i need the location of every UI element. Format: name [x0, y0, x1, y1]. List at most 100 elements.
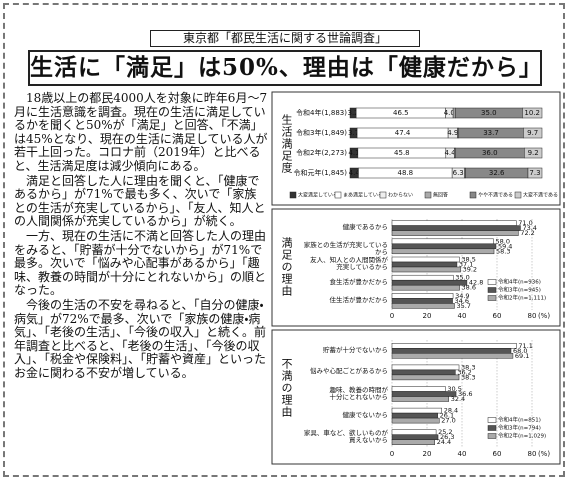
bar	[391, 243, 497, 250]
value-label: 34.6	[455, 297, 469, 305]
bar	[391, 225, 521, 231]
legend-swatch	[487, 425, 497, 431]
legend-label: 令和2年(n=1,029)	[498, 432, 546, 440]
x-tick-label: 80	[528, 450, 537, 458]
bar	[391, 248, 495, 255]
bar	[391, 293, 454, 299]
value-label: 26.1	[440, 412, 454, 420]
legend-swatch	[487, 295, 497, 301]
bar	[391, 412, 438, 419]
value-label: 32.4	[451, 395, 465, 403]
legend-label: 令和3年(n=794)	[498, 424, 541, 432]
legend-label: 大変不満である	[523, 192, 558, 199]
value-label: 58.0	[496, 237, 510, 245]
x-tick-label: 80	[528, 312, 537, 320]
bar	[391, 230, 519, 236]
value-label: 58.3	[496, 247, 510, 255]
value-label: 3.2	[348, 109, 359, 117]
category-label: 悩みや心配ごとがあるから	[310, 367, 388, 376]
category-label: 住生活が豊かだから	[329, 295, 389, 304]
value-label: 38.6	[462, 284, 476, 292]
bar-segment	[527, 167, 543, 179]
bar	[391, 303, 455, 309]
x-tick-label: 20	[423, 312, 432, 320]
headline: 生活に「満足」は50%、理由は「健康だから」	[28, 50, 542, 86]
bar	[391, 407, 442, 414]
x-tick-label: 60	[493, 312, 502, 320]
bar	[391, 429, 437, 435]
value-label: 35.0	[481, 109, 497, 117]
value-label: 71.1	[518, 342, 532, 350]
header-label: 東京都「都民生活に関する世論調査」	[150, 30, 420, 47]
category-label: 健康でないから	[342, 410, 389, 419]
legend-label: わからない	[388, 192, 413, 199]
paragraph: 今後の生活の不安を尋ねると、「自分の健康・病気」が72%で最多、次いで「家族の健…	[14, 297, 267, 380]
value-label: 72.2	[520, 229, 534, 237]
value-label: 24.4	[437, 438, 451, 446]
legend-swatch	[334, 191, 342, 199]
legend-label: 大変満足している	[298, 192, 338, 199]
bar	[391, 369, 456, 376]
bar	[391, 434, 439, 440]
value-label: 35.7	[456, 302, 470, 310]
bar	[391, 266, 461, 273]
bar	[391, 386, 446, 392]
value-label: 36.0	[482, 149, 498, 157]
legend-swatch	[289, 191, 297, 199]
bar	[391, 274, 454, 281]
bar	[391, 238, 494, 245]
paragraph: 一方、現在の生活に不満と回答した人の理由をみると、「貯蓄が十分でないから」が71…	[14, 228, 267, 298]
category-label: 趣味、教養の時間が 十分にとれないから	[329, 385, 389, 401]
legend-label: 令和4年(n=851)	[498, 416, 541, 424]
legend-swatch	[424, 191, 432, 199]
frame	[3, 3, 565, 477]
legend-swatch	[514, 191, 522, 199]
value-label: 34.9	[455, 292, 469, 300]
category-label: 家具、車など、欲しいものが 買えないから	[303, 428, 388, 444]
value-label: 37.1	[459, 261, 473, 269]
value-label: 42.8	[469, 279, 483, 287]
paragraph: 18歳以上の都民4000人を対象に昨年6月〜7月に生活意識を調査。現在の生活に満…	[14, 91, 268, 173]
chart-title: 生活満足度	[280, 114, 293, 174]
value-label: 4.4	[349, 169, 361, 177]
bar-segment	[524, 147, 543, 159]
paragraph: 満足と回答した人に理由を聞くと、「健康であるから」が71%で最も多く、次いで「家…	[14, 173, 266, 229]
row-label: 令和4年(1,883)	[296, 108, 347, 117]
value-label: 10.2	[524, 109, 540, 117]
value-label: 38.5	[461, 256, 475, 264]
value-label: 30.5	[447, 385, 461, 393]
value-label: 36.2	[457, 368, 471, 376]
bar	[391, 353, 514, 359]
value-label: 46.5	[393, 109, 409, 117]
category-label: 健康であるから	[342, 223, 388, 232]
value-label: 71.0	[518, 219, 532, 227]
bar	[391, 256, 460, 263]
legend-label: やや不満である	[478, 192, 513, 199]
legend-label: 令和2年(n=1,111)	[498, 294, 546, 302]
axis-unit: (%)	[538, 312, 550, 320]
legend-swatch	[469, 191, 477, 199]
value-label: 4.4	[444, 149, 456, 157]
value-label: 47.4	[395, 129, 411, 137]
value-label: 27.0	[441, 417, 455, 425]
value-label: 25.2	[438, 428, 452, 436]
chart-frame	[271, 91, 561, 206]
value-label: 33.7	[483, 129, 499, 137]
bar	[391, 391, 457, 397]
value-label: 3.7	[348, 129, 359, 137]
x-tick-label: 40	[458, 312, 467, 320]
category-label: 貯蓄が十分でないから	[323, 345, 388, 354]
value-label: 38.3	[461, 363, 475, 371]
bar	[391, 261, 458, 268]
value-label: 35.0	[455, 274, 469, 282]
legend-swatch	[487, 433, 497, 439]
legend-swatch	[379, 191, 387, 199]
value-label: 73.4	[522, 224, 536, 232]
value-label: 4.0	[444, 109, 455, 117]
value-label: 38.3	[461, 373, 475, 381]
value-label: 26.3	[440, 433, 454, 441]
value-label: 7.3	[529, 169, 540, 177]
bar	[391, 439, 435, 445]
